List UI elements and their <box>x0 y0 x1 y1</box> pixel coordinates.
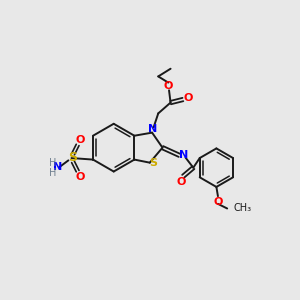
Text: O: O <box>184 93 193 103</box>
Text: N: N <box>179 150 188 160</box>
Text: O: O <box>164 81 173 91</box>
Text: N: N <box>53 162 62 172</box>
Text: O: O <box>75 172 85 182</box>
Text: O: O <box>75 135 85 145</box>
Text: N: N <box>148 124 158 134</box>
Text: S: S <box>149 158 157 168</box>
Text: H: H <box>49 168 56 178</box>
Text: O: O <box>176 176 186 187</box>
Text: S: S <box>68 151 77 164</box>
Text: O: O <box>213 196 223 206</box>
Text: CH₃: CH₃ <box>233 203 251 214</box>
Text: H: H <box>49 158 56 168</box>
